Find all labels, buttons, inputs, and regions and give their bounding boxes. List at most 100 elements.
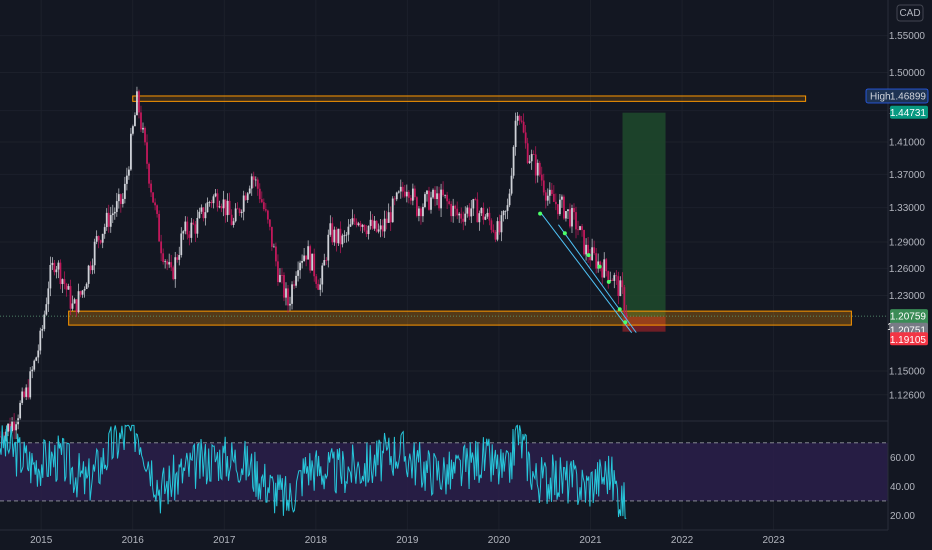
candle-body (115, 201, 118, 212)
candle-body (79, 291, 82, 295)
candle-body (611, 280, 614, 281)
candle-body (43, 314, 46, 329)
candle-body (182, 231, 185, 234)
channel-line[interactable] (539, 211, 633, 333)
candle-body (605, 259, 608, 272)
candle-body (258, 188, 261, 200)
candle-body (59, 262, 62, 285)
candle-body (180, 233, 183, 256)
candle-body (228, 200, 231, 215)
candle-body (426, 190, 428, 195)
candle-body (91, 265, 94, 271)
candle-body (571, 208, 573, 227)
candle-body (13, 421, 15, 431)
channel-lines[interactable] (539, 211, 637, 333)
candle-body (25, 387, 28, 397)
candle-body (468, 207, 471, 217)
candle-body (500, 215, 503, 233)
candle-body (401, 186, 404, 192)
candle-body (224, 199, 227, 216)
candle-body (319, 284, 322, 290)
target-tag-value: 1.44731 (890, 108, 927, 119)
candle-body (393, 198, 396, 200)
channel-line[interactable] (558, 224, 637, 333)
candle-body (591, 247, 594, 261)
candle-body (377, 229, 380, 232)
price-pane[interactable] (0, 86, 888, 449)
grid (0, 0, 888, 530)
candle-body (144, 127, 146, 143)
candle-body (121, 198, 124, 204)
candle-body (458, 213, 461, 216)
candle-body (510, 175, 513, 194)
candle-body (204, 212, 207, 219)
candle-body (474, 199, 477, 200)
candle-body (154, 202, 156, 206)
candle-body (67, 286, 70, 290)
candle-body (170, 262, 173, 268)
candle-body (595, 253, 598, 269)
candle-body (448, 201, 451, 204)
candle-body (516, 115, 519, 121)
candle-body (395, 192, 398, 200)
currency-button[interactable]: CAD (896, 4, 924, 22)
trend-marker (623, 320, 628, 325)
candle-body (587, 244, 589, 257)
candle-body (450, 203, 453, 217)
candle-body (87, 265, 90, 284)
candle-body (546, 195, 549, 201)
support-level[interactable] (68, 310, 852, 326)
candle-body (240, 211, 243, 214)
candle-body (186, 221, 189, 235)
candle-body (369, 219, 372, 226)
candle-body (0, 436, 1, 438)
trend-marker (562, 231, 567, 236)
horizontal-levels[interactable] (68, 95, 852, 326)
candle-body (51, 262, 54, 265)
candle-body (140, 112, 142, 130)
candle-body (148, 163, 150, 184)
candle-body (65, 283, 68, 290)
price-tags: High1.468991.447311.2075918:24:471.20751… (865, 88, 929, 346)
candle-body (256, 179, 259, 189)
candle-body (176, 257, 179, 260)
candle-body (466, 207, 469, 214)
candle-body (89, 265, 92, 271)
candle-body (506, 205, 509, 211)
position-profit-zone[interactable] (622, 112, 666, 317)
candle-body (279, 275, 281, 283)
price-tick-label: 1.37000 (889, 170, 926, 181)
candle-body (617, 276, 620, 297)
oscillator-pane[interactable] (0, 424, 888, 519)
candle-body (254, 179, 257, 181)
trend-marker (617, 307, 622, 312)
candle-body (583, 229, 585, 255)
candle-body (230, 214, 233, 225)
candle-body (554, 201, 557, 205)
candle-body (550, 189, 553, 194)
candle-body (264, 209, 267, 211)
candle-body (577, 229, 579, 231)
candle-body (573, 208, 575, 213)
candle-body (75, 299, 78, 313)
candle-body (528, 161, 531, 163)
candle-body (214, 193, 217, 197)
candle-body (597, 261, 600, 269)
candle-body (589, 256, 592, 261)
oscillator-axis[interactable]: 60.00 40.00 20.00 (890, 453, 915, 522)
candle-body (373, 220, 376, 229)
time-tick-label: 2023 (762, 535, 785, 546)
candle-body (561, 196, 563, 200)
time-axis[interactable]: 2015 2016 2017 2018 2019 2020 2021 2022 2023 (30, 535, 785, 546)
candle-body (470, 208, 473, 217)
candle-body (343, 235, 346, 237)
candle-body (295, 275, 297, 286)
candle-body (405, 191, 408, 197)
candle-body (353, 218, 356, 222)
candle-body (454, 205, 457, 209)
resistance-level[interactable] (132, 95, 807, 102)
candle-body (311, 253, 314, 271)
candle-body (69, 286, 72, 309)
candle-body (538, 162, 541, 175)
